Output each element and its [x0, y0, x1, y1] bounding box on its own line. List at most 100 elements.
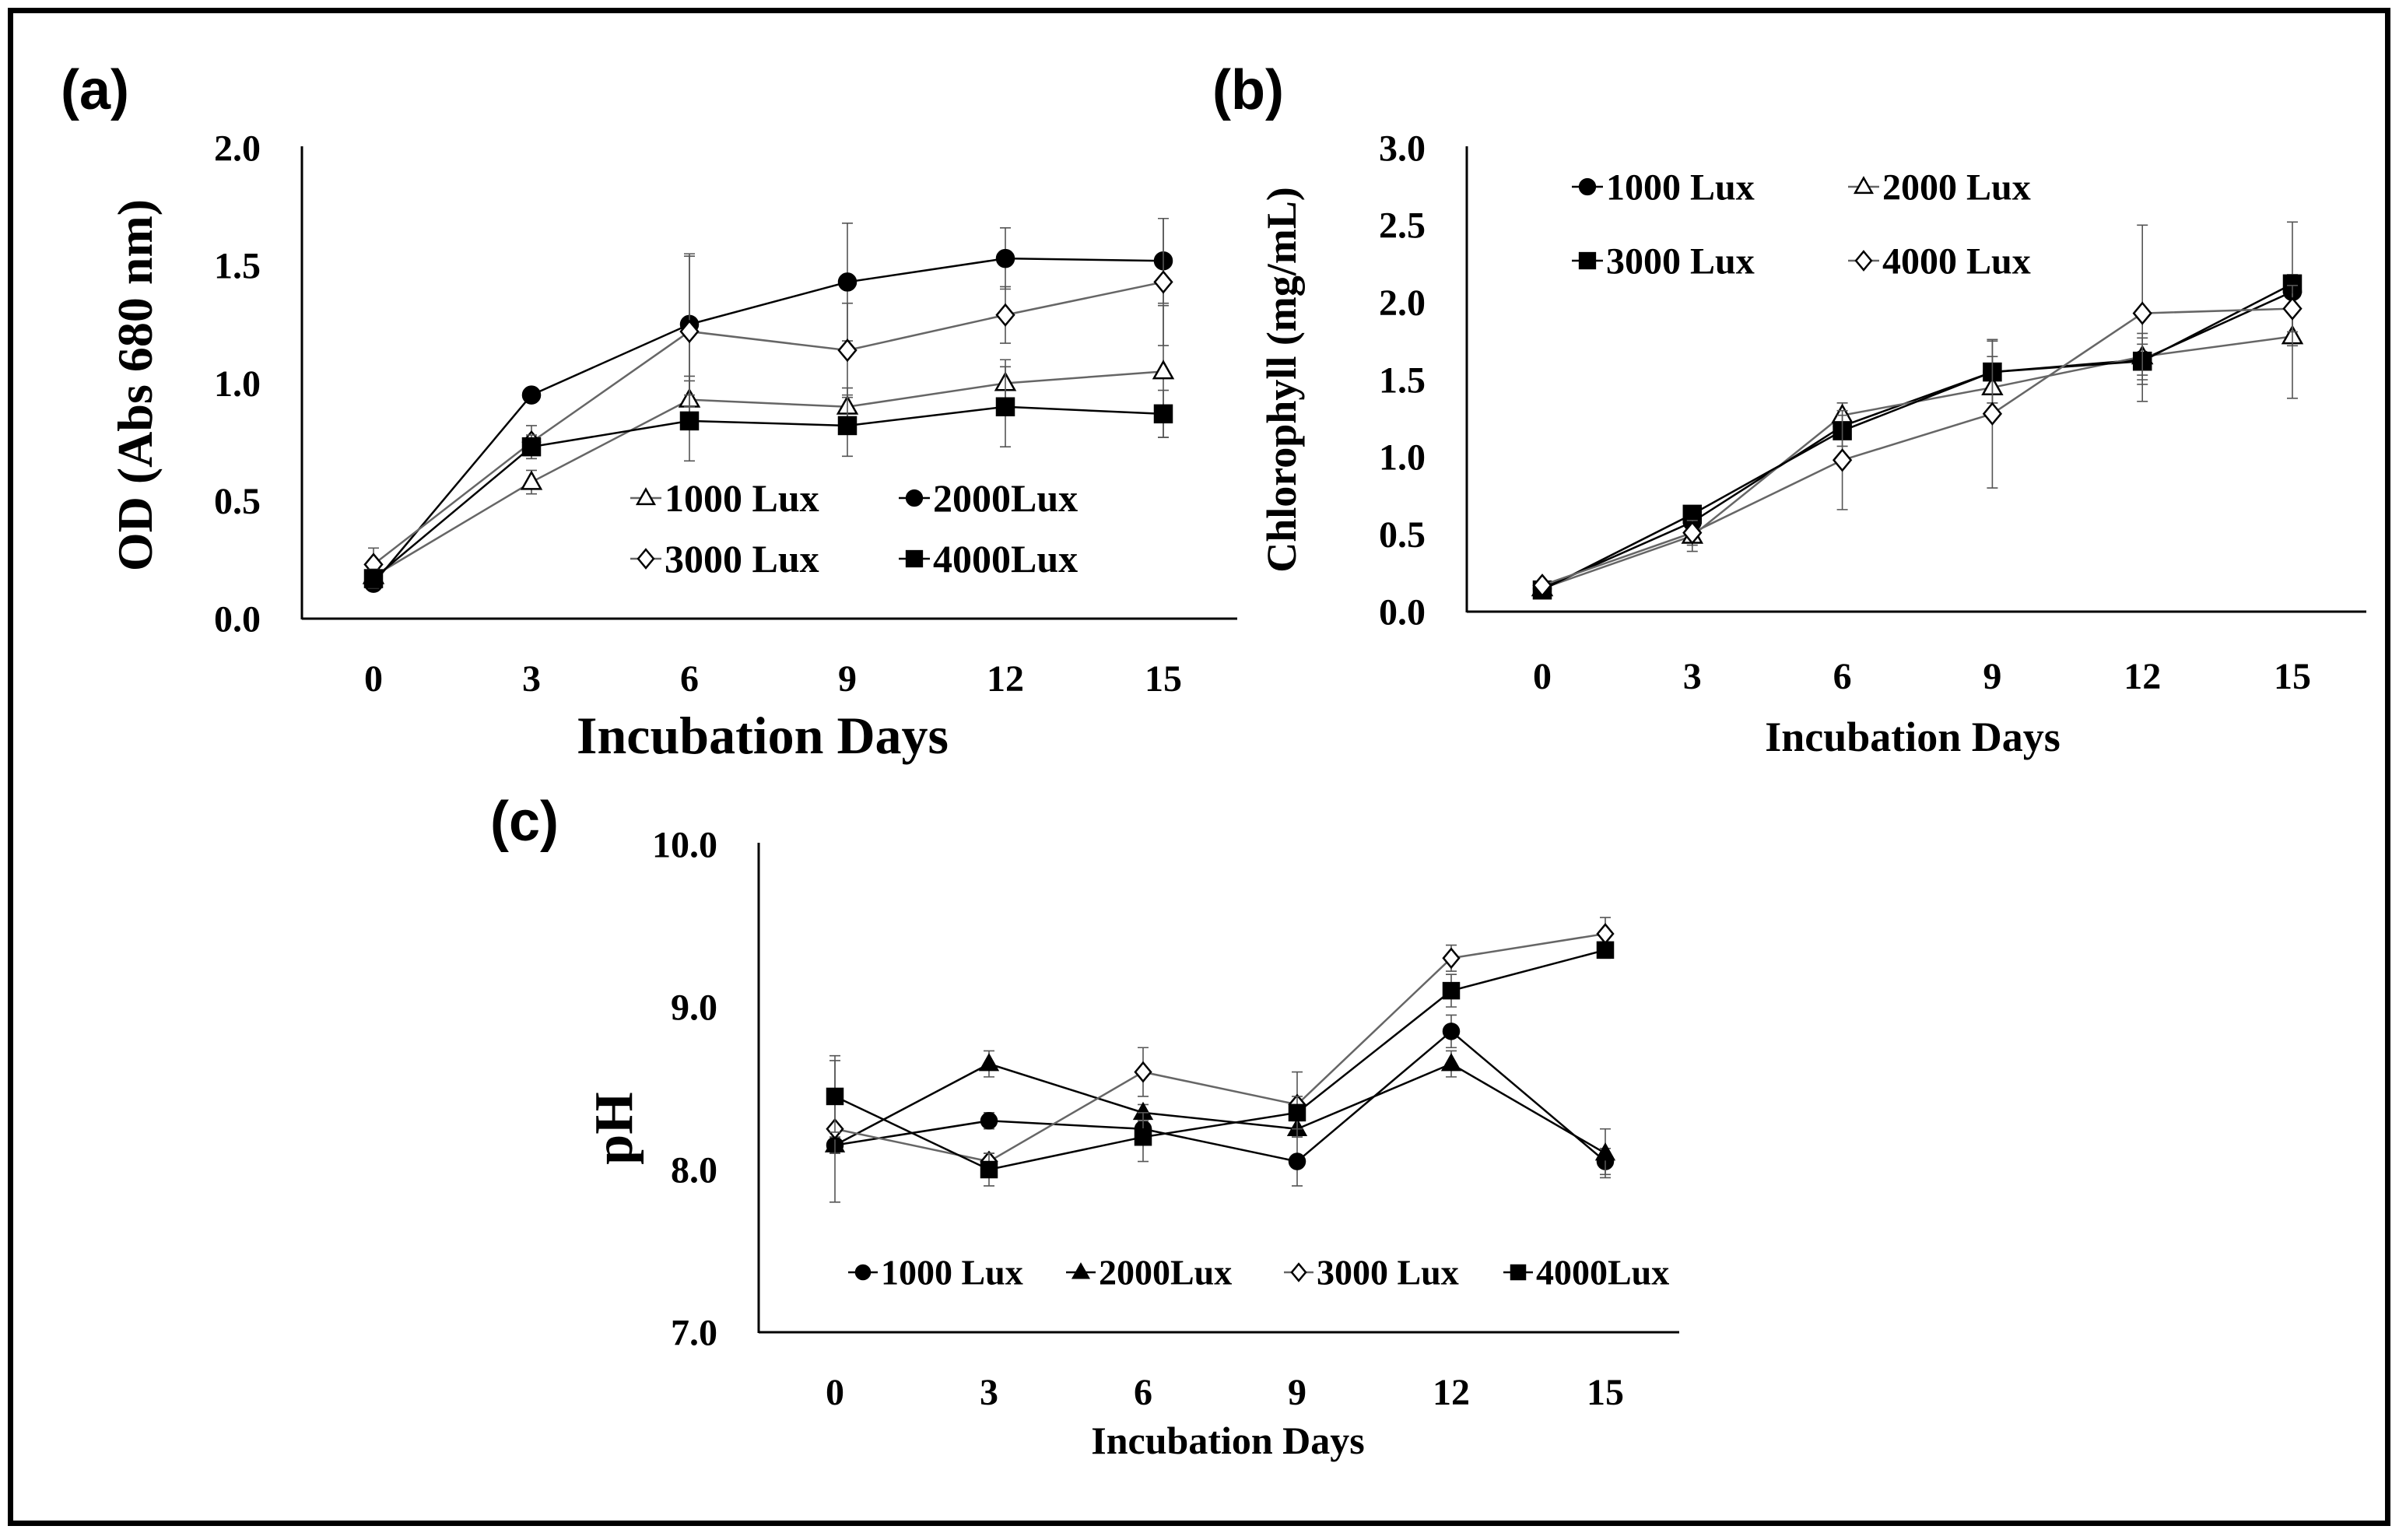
panel-b-y-tick-label: 2.0: [1379, 282, 1426, 324]
panel-c-data-point: [980, 1160, 998, 1179]
panel-b-legend-entry: 3000 Lux: [1572, 240, 1755, 282]
panel-c-legend-label: 1000 Lux: [881, 1253, 1023, 1293]
panel-a-legend-label: 2000Lux: [933, 476, 1078, 520]
panel-b-x-tick-label: 12: [2124, 656, 2161, 697]
panel-a-legend-entry: 4000Lux: [899, 537, 1078, 581]
panel-a-y-axis-title: OD (Abs 680 nm): [107, 199, 163, 571]
panel-b-legend-label: 2000 Lux: [1882, 167, 2031, 208]
panel-b-x-tick-label: 3: [1683, 656, 1702, 697]
panel-b-legend-entry: 1000 Lux: [1572, 167, 1755, 208]
panel-a-series-line: [373, 281, 1164, 566]
panel-c-series-2: [826, 917, 1615, 1203]
panel-a-data-point: [1152, 360, 1175, 380]
panel-a-data-point: [521, 385, 542, 405]
panel-b-x-tick-label: 6: [1833, 656, 1852, 697]
panel-c-data-point: [1596, 941, 1615, 959]
panel-b-data-point: [2282, 296, 2303, 321]
panel-a-data-point: [837, 272, 858, 292]
panel-c-data-point: [1442, 947, 1461, 970]
panel-c-data-point: [1134, 1061, 1152, 1083]
panel-c-data-point: [1594, 1142, 1616, 1161]
panel-b-y-tick-label: 1.5: [1379, 360, 1426, 401]
panel-a-data-point: [1153, 270, 1173, 294]
panel-a-legend-marker: [635, 487, 657, 506]
panel-a-series-3: [363, 366, 1173, 589]
panel-c-x-tick-label: 6: [1134, 1372, 1152, 1413]
panel-a-legend-entry: 2000Lux: [899, 476, 1078, 520]
panel-a-data-point: [1153, 404, 1173, 424]
panel-a-y-tick-label: 1.0: [214, 363, 261, 405]
panel-b: (b) Chlorophyll (mg/mL) Incubation Days …: [1212, 59, 2366, 760]
panel-c-y-tick-label: 10.0: [652, 824, 717, 865]
panel-c-legend-entry: 1000 Lux: [848, 1253, 1023, 1293]
panel-c-data-point: [978, 1053, 1000, 1072]
panel-b-y-tick-label: 0.0: [1379, 591, 1426, 633]
panel-a-plot-area: 0.0 0.5 1.0 1.5 2.0 0 3 6 9 12 15 1000 Lux 2000Lux 30…: [214, 128, 1237, 700]
panel-b-plot-area: 0.0 0.5 1.0 1.5 2.0 2.5 3.0 0 3 6 9 12 15 1000 Lux 200…: [1379, 128, 2366, 697]
panel-a-data-point: [995, 248, 1015, 268]
panel-a-legend-entry: 1000 Lux: [630, 476, 819, 520]
panel-c-series-line: [834, 949, 1606, 1171]
panel-a-series-line: [373, 257, 1164, 584]
panel-a-x-tick-label: 15: [1145, 658, 1182, 700]
panel-c-data-point: [1440, 1053, 1462, 1072]
panel-b-series-line: [1541, 290, 2293, 590]
panel-b-label: (b): [1212, 59, 1284, 121]
panel-c-series-line: [834, 1062, 1606, 1155]
panel-c-x-tick-label: 3: [980, 1372, 998, 1413]
panel-b-y-axis-title: Chlorophyll (mg/mL): [1258, 187, 1305, 573]
panel-a-y-tick-label: 2.0: [214, 128, 261, 169]
panel-c-legend-label: 2000Lux: [1099, 1253, 1232, 1293]
panel-b-x-tick-label: 9: [1983, 656, 2001, 697]
panel-b-data-point: [2132, 301, 2152, 325]
panel-b-x-tick-label: 15: [2274, 656, 2311, 697]
panel-c-legend-entry: 4000Lux: [1503, 1253, 1669, 1293]
panel-a-x-tick-label: 12: [987, 658, 1024, 700]
panel-c-plot-area: 7.0 8.0 9.0 10.0 0 3 6 9 12 15 1000 Lux 2000Lux 3000…: [652, 824, 1679, 1413]
panel-c-series-0: [826, 1014, 1615, 1187]
panel-a-data-point: [520, 470, 543, 490]
panel-c-data-point: [1288, 1152, 1306, 1170]
panel-a-data-point: [521, 437, 542, 457]
panel-a-series-line: [373, 405, 1164, 580]
panel-c-y-axis-title: pH: [584, 1092, 644, 1164]
panel-c-x-tick-label: 15: [1587, 1372, 1624, 1413]
panel-a: (a) OD (Abs 680 nm) Incubation Days 0.00…: [61, 59, 1237, 765]
panel-c-y-tick-label: 7.0: [671, 1312, 717, 1353]
panel-b-x-tick-label: 0: [1533, 656, 1552, 697]
panel-c-x-tick-label: 12: [1433, 1372, 1470, 1413]
panel-c-legend-marker: [1510, 1264, 1527, 1281]
panel-b-legend-label: 1000 Lux: [1606, 167, 1755, 208]
panel-a-legend-marker: [905, 549, 924, 568]
panel-c-data-point: [1596, 922, 1615, 945]
panel-c-legend-entry: 3000 Lux: [1284, 1253, 1459, 1293]
panel-a-legend-marker: [637, 548, 655, 570]
panel-b-data-point: [1682, 521, 1703, 545]
panel-b-data-point: [1832, 448, 1853, 472]
panel-c-legend-marker: [854, 1264, 872, 1281]
panel-a-y-tick-label: 1.5: [214, 246, 261, 287]
panel-c-legend-marker: [1071, 1262, 1091, 1279]
panel-a-series-1: [363, 217, 1173, 593]
panel-b-series-line: [1541, 282, 2293, 591]
panel-a-y-tick-label: 0.5: [214, 481, 261, 522]
panel-c-legend-marker: [1290, 1262, 1307, 1282]
panel-c-series-line: [834, 932, 1606, 1163]
panel-a-x-tick-label: 3: [522, 658, 541, 700]
panel-a-legend-marker: [905, 489, 924, 507]
panel-b-series-3: [1532, 224, 2303, 598]
panel-b-y-tick-label: 2.5: [1379, 205, 1426, 247]
panel-a-x-tick-label: 6: [680, 658, 699, 700]
panel-c-label: (c): [490, 791, 559, 853]
panel-c-legend-label: 4000Lux: [1536, 1253, 1669, 1293]
panel-b-y-tick-label: 3.0: [1379, 128, 1426, 169]
panel-a-legend-label: 1000 Lux: [665, 476, 819, 520]
panel-c-x-tick-label: 9: [1288, 1372, 1306, 1413]
panel-b-series-line: [1541, 335, 2293, 590]
panel-c-data-point: [1134, 1128, 1152, 1146]
panel-c-data-point: [1442, 981, 1461, 1000]
panel-c-data-point: [1442, 1023, 1461, 1040]
panel-a-data-point: [995, 397, 1015, 416]
panel-b-legend-marker: [1854, 250, 1873, 272]
panel-c-legend-label: 3000 Lux: [1317, 1253, 1459, 1293]
